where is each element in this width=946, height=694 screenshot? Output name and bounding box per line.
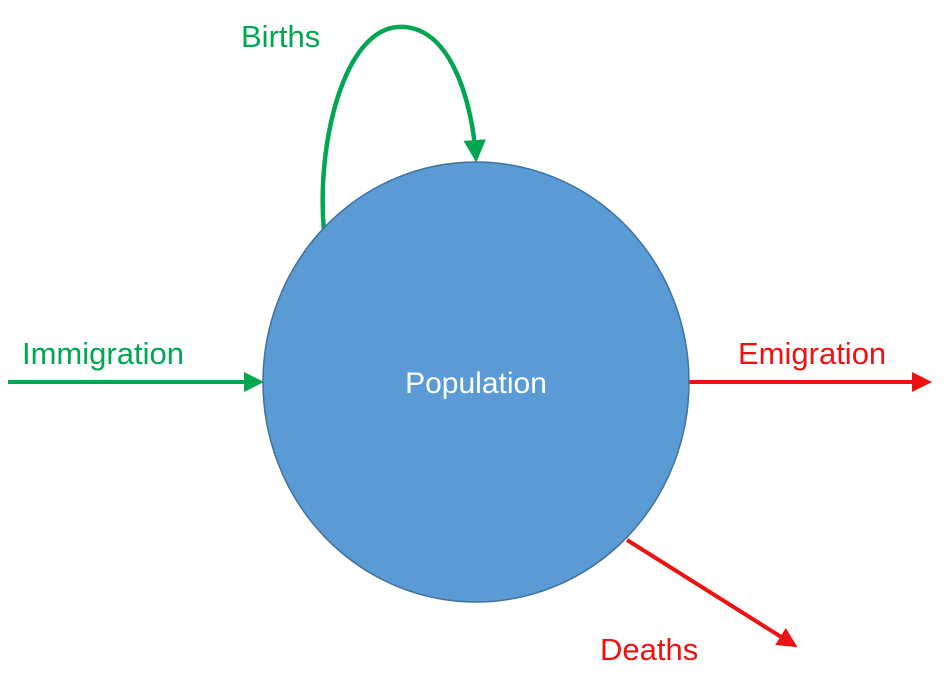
population-node	[262, 161, 690, 603]
births-label: Births	[241, 19, 320, 54]
immigration-label: Immigration	[22, 336, 184, 371]
deaths-label: Deaths	[600, 632, 698, 667]
deaths-arrow	[625, 538, 798, 648]
population-label: Population	[405, 367, 547, 400]
emigration-label: Emigration	[738, 336, 886, 371]
births-loop-arrow	[320, 24, 486, 233]
